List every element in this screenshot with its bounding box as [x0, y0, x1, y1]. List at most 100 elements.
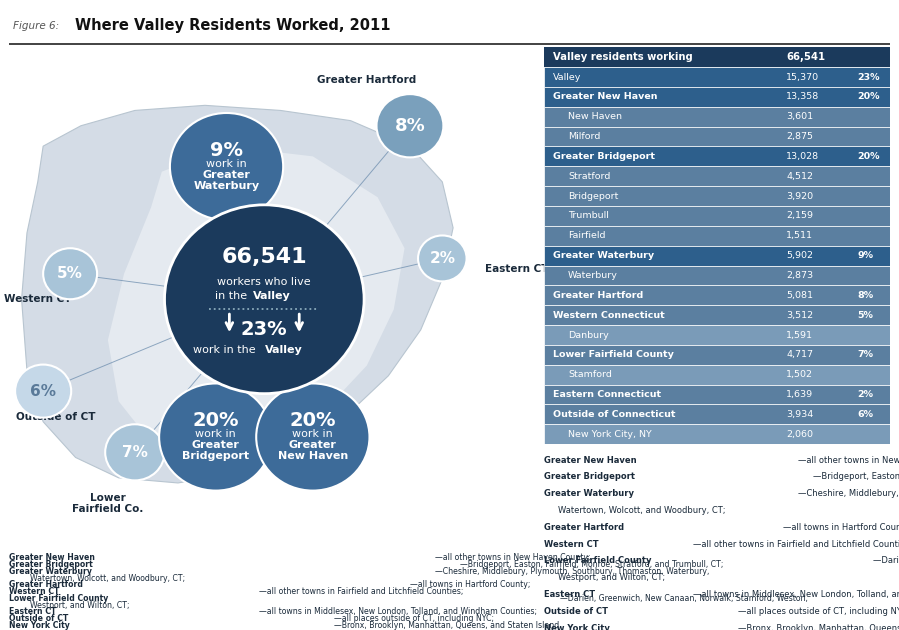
Text: 20%: 20% — [857, 93, 879, 101]
Text: Watertown, Wolcott, and Woodbury, CT;: Watertown, Wolcott, and Woodbury, CT; — [30, 574, 185, 583]
Text: Westport, and Wilton, CT;: Westport, and Wilton, CT; — [30, 600, 129, 610]
Text: Where Valley Residents Worked, 2011: Where Valley Residents Worked, 2011 — [75, 18, 390, 33]
Bar — [544, 266, 890, 285]
Text: New Haven: New Haven — [568, 112, 622, 121]
Text: Eastern Connecticut: Eastern Connecticut — [553, 390, 661, 399]
Bar — [544, 206, 890, 226]
Polygon shape — [108, 146, 405, 457]
Text: Outside of CT: Outside of CT — [544, 607, 608, 616]
Text: 7%: 7% — [122, 445, 147, 460]
Text: 1,639: 1,639 — [786, 390, 814, 399]
Text: Lower
Fairfield Co.: Lower Fairfield Co. — [72, 493, 144, 514]
Text: Outside of CT: Outside of CT — [9, 614, 68, 623]
Text: 1,511: 1,511 — [786, 231, 814, 240]
Circle shape — [15, 365, 71, 418]
Text: Western Connecticut: Western Connecticut — [553, 311, 664, 319]
Text: Valley: Valley — [265, 345, 303, 355]
Text: 13,358: 13,358 — [786, 93, 819, 101]
Text: —Darien, Greenwich, New Canaan, Norwalk, Stamford, Weston,: —Darien, Greenwich, New Canaan, Norwalk,… — [873, 556, 899, 566]
Text: 3,920: 3,920 — [786, 192, 814, 200]
Text: —Bronx, Brooklyn, Manhattan, Queens, and Staten Island.: —Bronx, Brooklyn, Manhattan, Queens, and… — [334, 621, 562, 630]
Polygon shape — [22, 105, 453, 483]
Text: 3,512: 3,512 — [786, 311, 814, 319]
Text: —Cheshire, Middlebury, Plymouth, Southbury, Thomaston, Waterbury,: —Cheshire, Middlebury, Plymouth, Southbu… — [798, 490, 899, 498]
Text: 9%: 9% — [857, 251, 873, 260]
Bar — [544, 404, 890, 425]
Text: 8%: 8% — [857, 291, 873, 300]
Text: —all other towns in Fairfield and Litchfield Counties;: —all other towns in Fairfield and Litchf… — [259, 587, 464, 596]
Text: 8%: 8% — [395, 117, 425, 135]
Bar — [544, 384, 890, 404]
Text: New York City: New York City — [9, 621, 70, 630]
Text: Lower Fairfield County: Lower Fairfield County — [553, 350, 673, 359]
Text: 7%: 7% — [857, 350, 873, 359]
Text: —all other towns in Fairfield and Litchfield Counties;: —all other towns in Fairfield and Litchf… — [693, 540, 899, 549]
Bar — [544, 47, 890, 67]
Text: Greater Waterbury: Greater Waterbury — [544, 490, 634, 498]
Text: 3,934: 3,934 — [786, 410, 814, 419]
Bar — [544, 147, 890, 166]
Text: Valley: Valley — [253, 292, 290, 301]
Bar — [544, 87, 890, 106]
Text: Valley residents working: Valley residents working — [553, 52, 692, 62]
Text: 2%: 2% — [857, 390, 873, 399]
Text: —all other towns in New Haven County;: —all other towns in New Haven County; — [798, 455, 899, 465]
Bar — [544, 325, 890, 345]
Text: 1,591: 1,591 — [786, 331, 814, 340]
Text: Valley: Valley — [553, 72, 581, 81]
Text: —Cheshire, Middlebury, Plymouth, Southbury, Thomaston, Waterbury,: —Cheshire, Middlebury, Plymouth, Southbu… — [434, 567, 709, 576]
Text: Greater Hartford: Greater Hartford — [317, 75, 416, 85]
Text: Waterbury: Waterbury — [193, 181, 260, 191]
Text: —all places outside of CT, including NYC;: —all places outside of CT, including NYC… — [334, 614, 494, 623]
Bar — [544, 246, 890, 266]
Text: 23%: 23% — [857, 72, 879, 81]
Text: 5,902: 5,902 — [786, 251, 814, 260]
Text: Westport, and Wilton, CT;: Westport, and Wilton, CT; — [557, 573, 665, 582]
Text: 2,875: 2,875 — [786, 132, 814, 141]
Text: Stamford: Stamford — [568, 370, 612, 379]
Circle shape — [159, 384, 272, 491]
Text: Outside of CT: Outside of CT — [16, 411, 95, 421]
Text: Bridgeport: Bridgeport — [568, 192, 619, 200]
Text: 9%: 9% — [210, 141, 243, 160]
Bar — [544, 186, 890, 206]
Text: Greater Hartford: Greater Hartford — [553, 291, 643, 300]
Text: 23%: 23% — [241, 320, 288, 339]
Text: New York City, NY: New York City, NY — [568, 430, 652, 438]
Text: Fairfield: Fairfield — [568, 231, 606, 240]
Bar — [544, 166, 890, 186]
Text: Figure 6:: Figure 6: — [13, 21, 59, 31]
Text: —all other towns in New Haven County;: —all other towns in New Haven County; — [434, 553, 590, 563]
Bar — [544, 306, 890, 325]
Text: 20%: 20% — [857, 152, 879, 161]
Text: 3,601: 3,601 — [786, 112, 814, 121]
Text: work in: work in — [195, 429, 236, 439]
Text: 4,717: 4,717 — [786, 350, 814, 359]
Text: Greater New Haven: Greater New Haven — [553, 93, 657, 101]
Text: 2,159: 2,159 — [786, 212, 814, 220]
Bar — [544, 67, 890, 87]
Circle shape — [418, 236, 467, 282]
Text: —all towns in Middlesex, New London, Tolland, and Windham Counties;: —all towns in Middlesex, New London, Tol… — [259, 607, 538, 616]
Text: —all towns in Hartford County;: —all towns in Hartford County; — [783, 523, 899, 532]
Text: Western CT: Western CT — [9, 587, 59, 596]
Text: work in: work in — [292, 429, 334, 439]
Text: Lower Fairfield County: Lower Fairfield County — [544, 556, 652, 566]
Bar — [544, 226, 890, 246]
Text: 2%: 2% — [430, 251, 455, 266]
Text: Greater Hartford: Greater Hartford — [9, 580, 83, 590]
Circle shape — [170, 113, 283, 220]
Text: —all towns in Hartford County;: —all towns in Hartford County; — [410, 580, 530, 590]
Text: Greater New Haven: Greater New Haven — [9, 553, 95, 563]
Text: 15,370: 15,370 — [786, 72, 819, 81]
Bar — [544, 106, 890, 127]
Text: Lower Fairfield County: Lower Fairfield County — [9, 594, 108, 603]
Text: Eastern CT: Eastern CT — [485, 263, 549, 273]
Bar — [544, 345, 890, 365]
Circle shape — [256, 384, 369, 491]
Text: 5%: 5% — [857, 311, 873, 319]
Text: 6%: 6% — [857, 410, 873, 419]
Text: Greater: Greater — [191, 440, 240, 450]
Circle shape — [105, 424, 165, 481]
Text: 20%: 20% — [192, 411, 239, 430]
